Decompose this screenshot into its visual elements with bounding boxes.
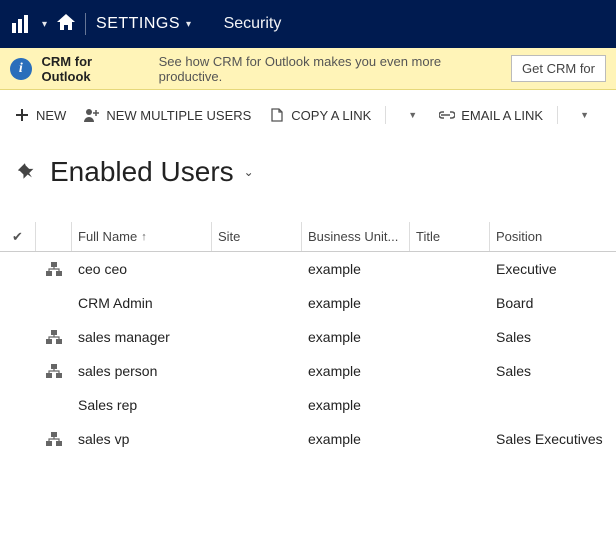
grid-header-row: ✔ Full Name ↑ Site Business Unit... Titl…: [0, 222, 616, 252]
nav-divider: [85, 13, 86, 35]
command-bar: NEW NEW MULTIPLE USERS COPY A LINK ▼ EMA…: [0, 90, 616, 134]
users-plus-icon: [84, 108, 100, 122]
cell-business-unit: example: [302, 397, 410, 413]
view-dropdown-icon[interactable]: ⌄: [244, 165, 254, 179]
cell-business-unit: example: [302, 261, 410, 277]
hierarchy-icon[interactable]: [36, 364, 72, 378]
cell-business-unit: example: [302, 431, 410, 447]
view-title: Enabled Users: [50, 156, 234, 188]
col-bu-label: Business Unit...: [308, 229, 398, 244]
top-nav: ▾ SETTINGS ▾ Security: [0, 0, 616, 48]
grid-body: ceo ceo example Executive CRM Admin example B…: [0, 252, 616, 456]
pin-icon[interactable]: [18, 162, 36, 183]
copy-link-button[interactable]: COPY A LINK: [269, 108, 371, 123]
email-link-button[interactable]: EMAIL A LINK: [439, 108, 543, 123]
table-row[interactable]: sales manager example Sales: [0, 320, 616, 354]
new-multiple-users-button[interactable]: NEW MULTIPLE USERS: [84, 108, 251, 123]
notification-title: CRM for Outlook: [42, 54, 143, 84]
col-business-unit[interactable]: Business Unit...: [302, 222, 410, 251]
view-heading: Enabled Users ⌄: [0, 134, 616, 196]
plus-icon: [14, 109, 30, 121]
settings-dropdown-icon[interactable]: ▾: [186, 19, 192, 30]
notification-message: See how CRM for Outlook makes you even m…: [159, 54, 501, 84]
col-position-label: Position: [496, 229, 542, 244]
cell-business-unit: example: [302, 329, 410, 345]
cell-business-unit: example: [302, 363, 410, 379]
hierarchy-column-header: [36, 222, 72, 251]
col-title-label: Title: [416, 229, 440, 244]
col-site[interactable]: Site: [212, 222, 302, 251]
home-icon[interactable]: [57, 14, 75, 35]
email-link-dropdown-icon[interactable]: ▼: [576, 110, 593, 120]
cell-position: Executive: [490, 261, 616, 277]
col-site-label: Site: [218, 229, 240, 244]
hierarchy-icon[interactable]: [36, 432, 72, 446]
new-label: NEW: [36, 108, 66, 123]
col-title[interactable]: Title: [410, 222, 490, 251]
nav-settings-label: SETTINGS: [96, 15, 180, 33]
new-multiple-label: NEW MULTIPLE USERS: [106, 108, 251, 123]
cell-position: Board: [490, 295, 616, 311]
cell-full-name: ceo ceo: [72, 261, 212, 277]
cell-full-name: sales person: [72, 363, 212, 379]
cell-position: Sales: [490, 329, 616, 345]
col-position[interactable]: Position: [490, 222, 616, 251]
hierarchy-icon[interactable]: [36, 330, 72, 344]
cell-full-name: Sales rep: [72, 397, 212, 413]
copy-link-dropdown-icon[interactable]: ▼: [404, 110, 421, 120]
email-link-label: EMAIL A LINK: [461, 108, 543, 123]
split-divider-2: [557, 106, 558, 124]
cell-position: Sales Executives: [490, 431, 616, 447]
nav-settings[interactable]: SETTINGS ▾: [96, 15, 192, 33]
split-divider: [385, 106, 386, 124]
cell-business-unit: example: [302, 295, 410, 311]
notification-bar: i CRM for Outlook See how CRM for Outloo…: [0, 48, 616, 90]
cell-full-name: sales vp: [72, 431, 212, 447]
new-button[interactable]: NEW: [14, 108, 66, 123]
cell-position: Sales: [490, 363, 616, 379]
logo-dropdown-icon[interactable]: ▾: [42, 19, 47, 30]
table-row[interactable]: CRM Admin example Board: [0, 286, 616, 320]
page-icon: [269, 108, 285, 122]
select-all-column[interactable]: ✔: [0, 222, 36, 251]
link-icon: [439, 110, 455, 120]
hierarchy-icon[interactable]: [36, 262, 72, 276]
app-logo-icon[interactable]: [12, 15, 32, 33]
table-row[interactable]: Sales rep example: [0, 388, 616, 422]
table-row[interactable]: ceo ceo example Executive: [0, 252, 616, 286]
nav-security[interactable]: Security: [224, 15, 282, 33]
info-icon: i: [10, 58, 32, 80]
col-full-name-label: Full Name: [78, 229, 137, 244]
users-grid: ✔ Full Name ↑ Site Business Unit... Titl…: [0, 222, 616, 456]
cell-full-name: sales manager: [72, 329, 212, 345]
copy-link-label: COPY A LINK: [291, 108, 371, 123]
col-full-name[interactable]: Full Name ↑: [72, 222, 212, 251]
get-crm-button[interactable]: Get CRM for: [511, 55, 606, 82]
check-icon: ✔: [12, 229, 23, 245]
cell-full-name: CRM Admin: [72, 295, 212, 311]
table-row[interactable]: sales person example Sales: [0, 354, 616, 388]
sort-asc-icon: ↑: [141, 231, 147, 243]
table-row[interactable]: sales vp example Sales Executives: [0, 422, 616, 456]
